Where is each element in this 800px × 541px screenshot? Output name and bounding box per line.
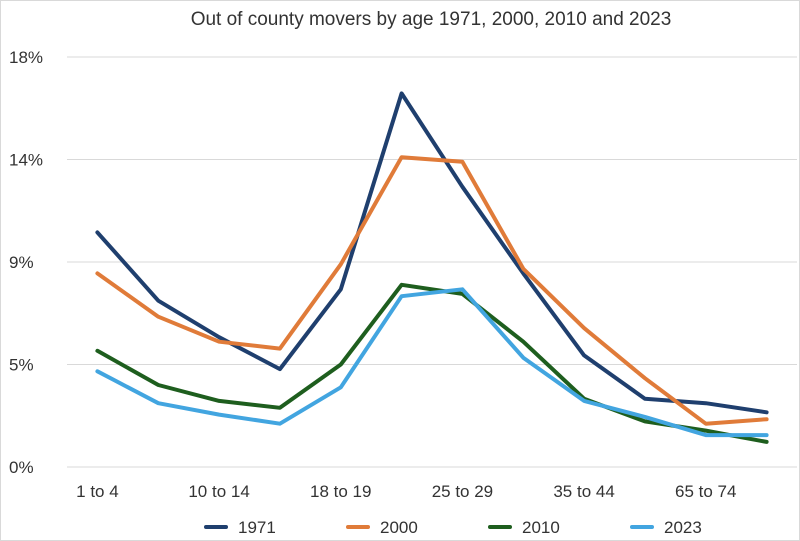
legend-label: 2000 xyxy=(380,518,418,537)
y-axis-tick-labels: 0% 5% 9% 14% 18% xyxy=(9,48,43,477)
x-tick-label: 25 to 29 xyxy=(432,482,493,501)
series-line-2010 xyxy=(95,282,769,444)
legend: 1971 2000 2010 2023 xyxy=(204,518,702,537)
x-tick-label: 65 to 74 xyxy=(675,482,736,501)
series-line-2023 xyxy=(95,287,769,438)
chart-title: Out of county movers by age 1971, 2000, … xyxy=(191,9,672,30)
series-line-1971 xyxy=(95,91,769,415)
gridlines xyxy=(67,56,797,468)
y-tick-label: 18% xyxy=(9,48,43,67)
y-tick-label: 14% xyxy=(9,151,43,170)
y-tick-label: 0% xyxy=(9,458,34,477)
x-tick-label: 1 to 4 xyxy=(76,482,119,501)
legend-label: 2010 xyxy=(522,518,560,537)
series-lines xyxy=(95,91,769,444)
x-tick-label: 10 to 14 xyxy=(188,482,249,501)
legend-label: 2023 xyxy=(664,518,702,537)
x-tick-label: 35 to 44 xyxy=(553,482,614,501)
legend-label: 1971 xyxy=(238,518,276,537)
x-axis-tick-labels: 1 to 4 10 to 14 18 to 19 25 to 29 35 to 44 65… xyxy=(76,482,736,501)
y-tick-label: 9% xyxy=(9,253,34,272)
x-tick-label: 18 to 19 xyxy=(310,482,371,501)
series-line-2000 xyxy=(95,155,769,426)
y-tick-label: 5% xyxy=(9,356,34,375)
